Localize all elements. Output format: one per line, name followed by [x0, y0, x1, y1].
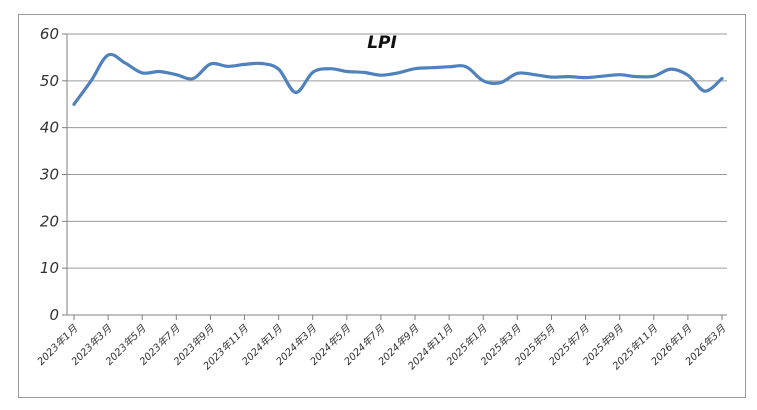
data-point-4	[141, 71, 144, 74]
data-point-6	[175, 73, 178, 76]
data-point-24	[482, 79, 485, 82]
data-point-11	[260, 62, 263, 65]
data-point-32	[618, 73, 621, 76]
data-point-34	[652, 75, 655, 78]
data-point-13	[294, 91, 297, 94]
data-point-3	[124, 61, 127, 64]
data-point-10	[243, 63, 246, 66]
data-point-23	[465, 65, 468, 68]
data-point-35	[669, 68, 672, 71]
data-point-16	[345, 70, 348, 73]
data-point-29	[567, 75, 570, 78]
data-point-7	[192, 77, 195, 80]
data-point-1	[90, 79, 93, 82]
data-point-12	[277, 68, 280, 71]
y-tick-label-0: 0	[49, 306, 59, 324]
data-point-33	[635, 75, 638, 78]
data-point-0	[72, 103, 75, 106]
data-point-21	[431, 66, 434, 69]
data-point-19	[396, 71, 399, 74]
y-tick-label-50: 50	[40, 72, 59, 90]
data-point-9	[226, 65, 229, 68]
data-point-37	[703, 90, 706, 93]
data-point-28	[550, 76, 553, 79]
data-point-17	[362, 71, 365, 74]
data-point-14	[311, 71, 314, 74]
y-tick-label-60: 60	[40, 25, 59, 43]
data-point-31	[601, 75, 604, 78]
y-tick-label-40: 40	[40, 119, 59, 137]
data-point-15	[328, 67, 331, 70]
series-line-lpi	[72, 52, 724, 106]
data-point-26	[516, 72, 519, 75]
chart-frame	[18, 14, 746, 398]
data-point-25	[499, 81, 502, 84]
y-tick-label-20: 20	[40, 212, 59, 230]
y-tick-label-10: 10	[40, 259, 59, 277]
data-point-30	[584, 76, 587, 79]
data-point-20	[414, 67, 417, 70]
data-point-8	[209, 62, 212, 65]
data-point-27	[533, 73, 536, 76]
data-point-22	[448, 65, 451, 68]
chart-title: LPI	[367, 33, 397, 53]
y-tick-label-30: 30	[40, 166, 59, 184]
data-point-5	[158, 70, 161, 73]
data-point-18	[379, 74, 382, 77]
data-point-36	[686, 74, 689, 77]
data-point-2	[107, 54, 110, 57]
data-point-38	[720, 77, 723, 80]
